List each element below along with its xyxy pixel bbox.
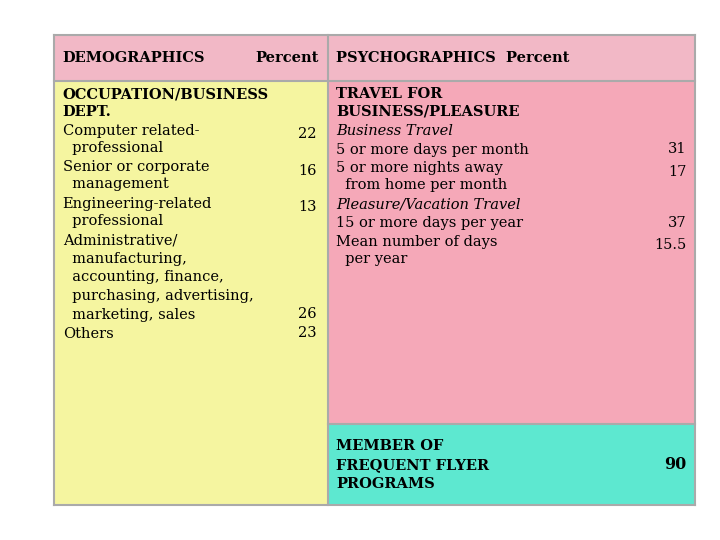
Text: TRAVEL FOR: TRAVEL FOR <box>336 87 443 102</box>
Text: Engineering-related: Engineering-related <box>63 197 212 211</box>
Text: PSYCHOGRAPHICS  Percent: PSYCHOGRAPHICS Percent <box>336 51 570 65</box>
Text: Senior or corporate: Senior or corporate <box>63 160 209 174</box>
Text: 31: 31 <box>667 142 686 156</box>
Text: FREQUENT FLYER: FREQUENT FLYER <box>336 458 490 472</box>
Text: purchasing, advertising,: purchasing, advertising, <box>63 289 253 303</box>
Text: 15.5: 15.5 <box>654 239 686 253</box>
Text: marketing, sales: marketing, sales <box>63 308 195 322</box>
Text: Percent: Percent <box>256 51 319 65</box>
Text: PROGRAMS: PROGRAMS <box>336 477 435 491</box>
Text: Mean number of days: Mean number of days <box>336 235 498 249</box>
Text: 26: 26 <box>298 307 317 321</box>
Bar <box>328 81 695 424</box>
Text: management: management <box>63 177 168 191</box>
Text: professional: professional <box>63 141 163 155</box>
Text: 37: 37 <box>667 215 686 230</box>
Text: 90: 90 <box>664 456 686 473</box>
Text: Computer related-: Computer related- <box>63 124 199 138</box>
Text: 5 or more nights away: 5 or more nights away <box>336 161 503 176</box>
Bar <box>54 35 328 81</box>
Text: 15 or more days per year: 15 or more days per year <box>336 217 523 231</box>
Text: Others: Others <box>63 327 113 341</box>
Text: 16: 16 <box>298 164 317 178</box>
Text: per year: per year <box>336 252 408 266</box>
Text: accounting, finance,: accounting, finance, <box>63 271 223 285</box>
Text: Administrative/: Administrative/ <box>63 233 177 247</box>
Text: professional: professional <box>63 214 163 228</box>
Text: 22: 22 <box>298 127 317 141</box>
Text: Business Travel: Business Travel <box>336 124 453 138</box>
Text: OCCUPATION/BUSINESS: OCCUPATION/BUSINESS <box>63 87 269 102</box>
Text: DEPT.: DEPT. <box>63 105 112 118</box>
Bar <box>328 424 695 505</box>
Text: BUSINESS/PLEASURE: BUSINESS/PLEASURE <box>336 105 520 118</box>
Text: Pleasure/Vacation Travel: Pleasure/Vacation Travel <box>336 198 521 212</box>
Text: 13: 13 <box>298 200 317 214</box>
Bar <box>54 81 328 505</box>
Text: MEMBER OF: MEMBER OF <box>336 440 444 454</box>
Text: 17: 17 <box>667 165 686 179</box>
Text: from home per month: from home per month <box>336 178 508 192</box>
Text: manufacturing,: manufacturing, <box>63 252 186 266</box>
Text: 23: 23 <box>298 326 317 340</box>
Text: DEMOGRAPHICS: DEMOGRAPHICS <box>63 51 205 65</box>
Bar <box>328 35 695 81</box>
Text: 5 or more days per month: 5 or more days per month <box>336 143 529 157</box>
